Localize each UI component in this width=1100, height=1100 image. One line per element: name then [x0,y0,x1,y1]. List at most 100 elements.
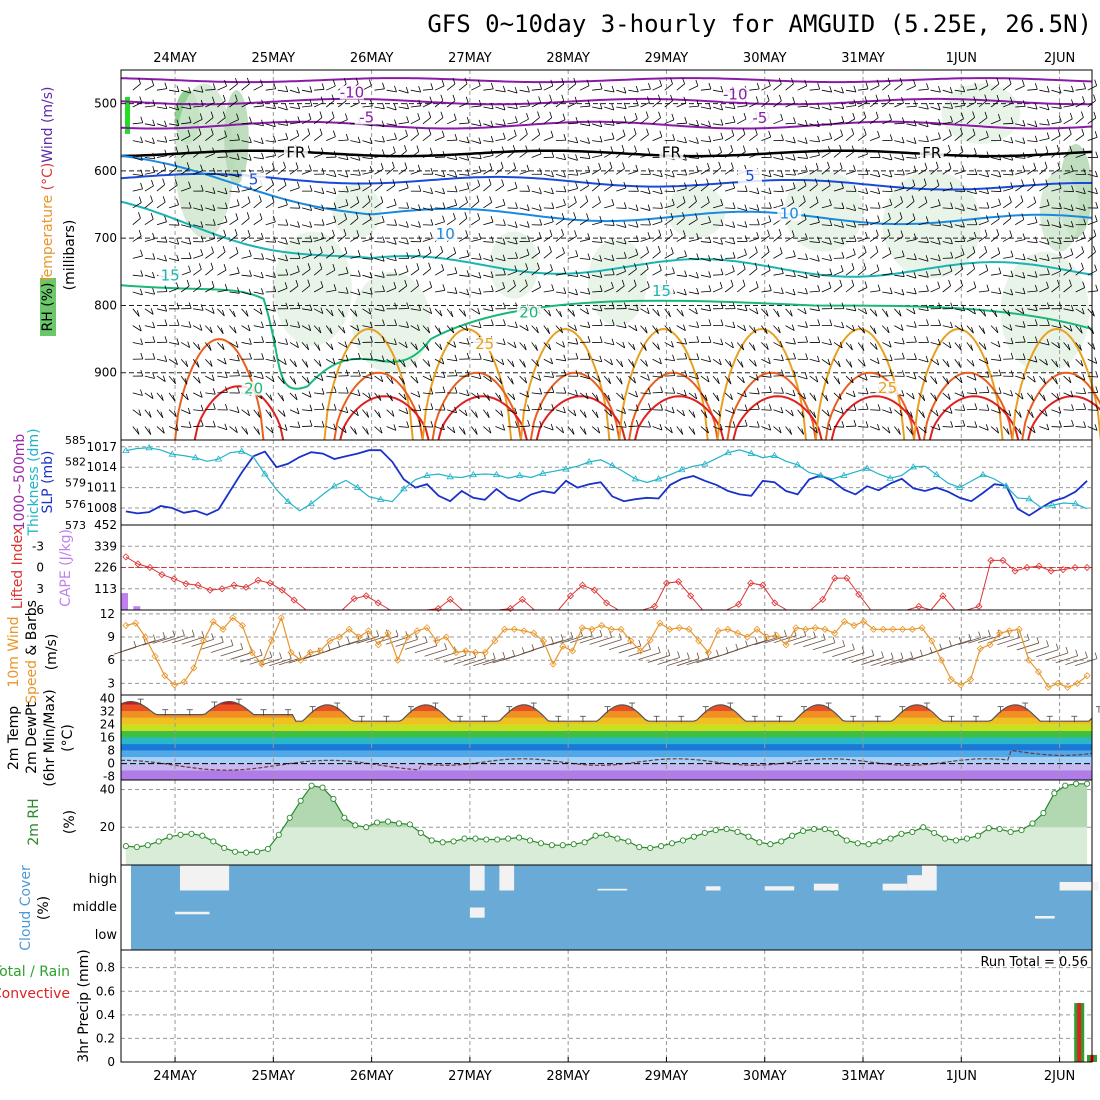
surface-barb [667,658,690,666]
wind-barb-flag [370,353,373,360]
surface-barb [385,636,408,645]
wind-barb-flag [911,195,915,202]
wind-barb-flag [805,253,808,260]
li-tick-label: 3 [36,582,44,596]
wind-barb [785,173,796,176]
wind-barb [277,123,288,126]
wind-barb [954,375,963,384]
wind-barb [652,251,661,259]
wind-barb-flag [755,307,759,314]
wind-barb-flag [914,353,917,360]
wind-barb-flag [138,229,142,237]
wind-barb-flag [273,319,277,326]
wind-barb [265,409,273,419]
surface-barb [240,654,263,663]
wind-barb-flag [285,238,288,245]
wind-barb [1027,123,1038,128]
wind-barb-flag [345,386,349,394]
wind-barb-flag [767,264,771,271]
wind-barb-flag [1009,324,1013,331]
wind-barb-flag [792,389,796,397]
wind-marker [1044,683,1052,691]
wind-barb-flag [828,423,832,431]
wind-barb [543,100,552,108]
cape-label: CAPE (J/kg) [58,529,74,607]
wind-barb [809,274,820,278]
precip-tick-label: 0.8 [96,961,115,975]
top-date-label: 24MAY [153,51,197,66]
wind-barb-flag [176,103,179,111]
thickness-marker [770,451,779,458]
wind-barb [870,173,880,178]
wind-barb [132,325,142,332]
wind-barb-flag [708,149,712,156]
wind-barb-flag [452,94,456,101]
wind-barb-flag [1083,82,1086,89]
wind-barb-flag [502,85,506,93]
wind-barb [906,274,917,279]
wind-barb [531,342,538,351]
precip-conv-label: Convective [0,986,70,1002]
label-part: RH (%) [40,283,56,332]
wind-barb-flag [357,338,361,345]
wind-barb [736,342,745,351]
surface-barb-flag [929,646,933,654]
wind-barb-flag [549,245,552,253]
wind-barb [229,100,238,108]
wind-barb [1075,375,1085,381]
wind-barb-flag [1010,288,1014,296]
wind-barb-flag [599,216,603,223]
wind-barb-flag [575,270,579,277]
temp-tick-label: 24 [100,717,115,731]
wind-barb [833,121,844,125]
wind-barb-flag [1022,165,1026,172]
wind-barb-flag [801,428,805,435]
surface-barb [570,635,593,643]
wind-barb-flag [683,324,686,331]
wind-barb-flag [502,424,506,431]
wind-barb [845,151,855,158]
wind-barb [507,285,516,293]
wind-barb [918,184,927,192]
wind-barb-flag [366,411,370,418]
wind-barb [422,190,433,194]
wind-barb [809,257,820,262]
wind-barb [531,88,542,91]
wind-barb-flag [1081,128,1085,135]
wind-barb [894,291,905,296]
wind-barb [628,89,639,93]
wind-barb [459,102,469,108]
wind-barb [471,171,482,175]
wind-barb [712,138,723,142]
wind-barb-flag [320,374,324,381]
top-date-label: 30MAY [743,51,787,66]
wind-barb-flag [607,394,611,402]
wind-barb [277,358,287,366]
wind-barb [483,106,494,110]
wind-barb-flag [200,184,204,192]
wind-barb-flag [1034,319,1038,326]
thickness-marker [191,453,200,461]
wind-barb-flag [732,421,736,428]
wind-barb-flag [623,421,627,428]
wind-barb [483,274,494,278]
wind-barb [168,241,179,245]
surface-barb-flag [492,652,496,659]
wind-barb-flag [1080,360,1084,367]
wind-barb [954,207,965,212]
wind-barb [869,342,878,350]
wind-barb-flag [925,255,929,262]
surface-barb-flag [745,640,748,647]
wind-barb-flag [1021,179,1024,186]
wind-barb-flag [925,304,929,311]
wind-barb [809,202,819,209]
wind-marker [1083,672,1091,680]
surface-barb-flag [133,641,137,648]
wind-barb-flag [575,116,579,124]
wind-barb-flag [370,336,373,343]
wind-barb-flag [331,245,335,253]
wind-barb-flag [381,215,385,223]
surface-barb-flag [1036,636,1040,644]
rh-marker [505,835,512,842]
